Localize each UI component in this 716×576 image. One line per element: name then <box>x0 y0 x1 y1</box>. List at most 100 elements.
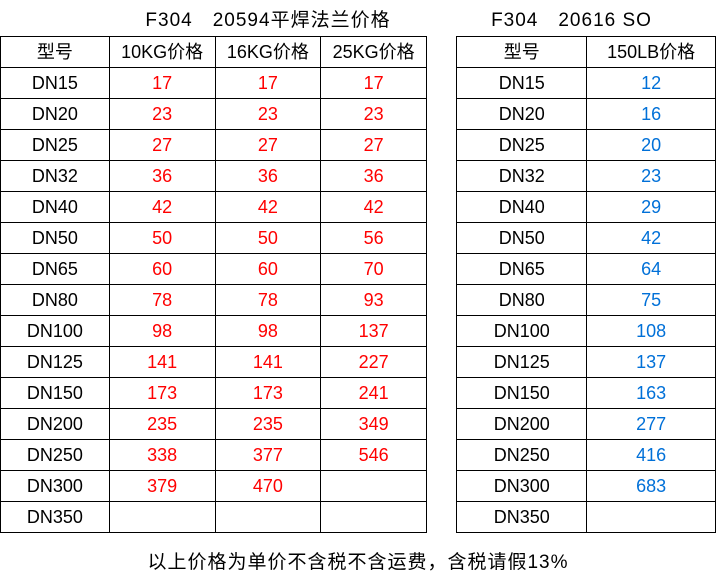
cell-model: DN50 <box>1 223 110 254</box>
cell-150lb: 277 <box>587 409 716 440</box>
table-row: DN80787893 <box>1 285 427 316</box>
cell-model: DN80 <box>1 285 110 316</box>
cell-150lb: 108 <box>587 316 716 347</box>
table-row: DN150173173241 <box>1 378 427 409</box>
table-row: DN32363636 <box>1 161 427 192</box>
cell-16kg: 173 <box>215 378 321 409</box>
cell-10kg: 50 <box>109 223 215 254</box>
table-row: DN6564 <box>427 254 716 285</box>
cell-10kg <box>109 502 215 533</box>
cell-model: DN200 <box>457 409 587 440</box>
table-row: DN40424242 <box>1 192 427 223</box>
cell-model: DN15 <box>1 68 110 99</box>
cell-10kg: 235 <box>109 409 215 440</box>
cell-10kg: 36 <box>109 161 215 192</box>
table-row: DN125141141227 <box>1 347 427 378</box>
cell-model: DN65 <box>1 254 110 285</box>
cell-model: DN100 <box>457 316 587 347</box>
cell-150lb: 64 <box>587 254 716 285</box>
cell-model: DN65 <box>457 254 587 285</box>
table-row: DN300683 <box>427 471 716 502</box>
cell-model: DN125 <box>1 347 110 378</box>
table-row: DN1009898137 <box>1 316 427 347</box>
cell-150lb: 137 <box>587 347 716 378</box>
cell-10kg: 27 <box>109 130 215 161</box>
cell-16kg: 141 <box>215 347 321 378</box>
cell-10kg: 42 <box>109 192 215 223</box>
cell-25kg: 17 <box>321 68 427 99</box>
title-right: F304 20616 SO <box>427 5 716 32</box>
col-header-150lb: 150LB价格 <box>587 37 716 68</box>
price-sheet: F304 20594平焊法兰价格 F304 20616 SO 型号 10KG价格… <box>0 0 716 574</box>
cell-model: DN300 <box>1 471 110 502</box>
table-row: DN100108 <box>427 316 716 347</box>
gap-cell <box>427 68 457 99</box>
table-row: DN5042 <box>427 223 716 254</box>
gap-cell <box>427 471 457 502</box>
cell-16kg: 377 <box>215 440 321 471</box>
cell-model: DN32 <box>457 161 587 192</box>
cell-25kg: 56 <box>321 223 427 254</box>
table-row: DN1512 <box>427 68 716 99</box>
cell-model: DN40 <box>457 192 587 223</box>
table-row: DN300379470 <box>1 471 427 502</box>
right-price-table: 型号 150LB价格 DN1512DN2016DN2520DN3223DN402… <box>427 36 716 533</box>
table-row: DN250416 <box>427 440 716 471</box>
cell-model: DN100 <box>1 316 110 347</box>
title-left: F304 20594平焊法兰价格 <box>109 5 427 32</box>
table-row: DN350 <box>427 502 716 533</box>
gap-cell <box>427 502 457 533</box>
cell-model: DN25 <box>457 130 587 161</box>
col-header-10kg: 10KG价格 <box>109 37 215 68</box>
cell-25kg: 70 <box>321 254 427 285</box>
col-header-25kg: 25KG价格 <box>321 37 427 68</box>
cell-25kg: 42 <box>321 192 427 223</box>
gap-cell <box>427 99 457 130</box>
cell-150lb: 12 <box>587 68 716 99</box>
table-row: DN150163 <box>427 378 716 409</box>
cell-model: DN20 <box>457 99 587 130</box>
cell-model: DN150 <box>457 378 587 409</box>
cell-10kg: 98 <box>109 316 215 347</box>
cell-10kg: 78 <box>109 285 215 316</box>
table-row: DN2016 <box>427 99 716 130</box>
cell-150lb: 42 <box>587 223 716 254</box>
cell-10kg: 141 <box>109 347 215 378</box>
footer-note: 以上价格为单价不含税不含运费，含税请假13% <box>0 533 716 574</box>
cell-model: DN50 <box>457 223 587 254</box>
col-header-16kg: 16KG价格 <box>215 37 321 68</box>
cell-10kg: 60 <box>109 254 215 285</box>
cell-model: DN250 <box>1 440 110 471</box>
cell-16kg: 78 <box>215 285 321 316</box>
cell-model: DN40 <box>1 192 110 223</box>
table-row: DN65606070 <box>1 254 427 285</box>
cell-10kg: 379 <box>109 471 215 502</box>
cell-16kg: 36 <box>215 161 321 192</box>
cell-25kg: 349 <box>321 409 427 440</box>
cell-25kg <box>321 502 427 533</box>
left-price-table: 型号 10KG价格 16KG价格 25KG价格 DN15171717DN2023… <box>0 36 427 533</box>
gap-cell <box>427 378 457 409</box>
cell-25kg: 27 <box>321 130 427 161</box>
gap-cell <box>427 192 457 223</box>
cell-model: DN200 <box>1 409 110 440</box>
cell-150lb: 75 <box>587 285 716 316</box>
table-row: DN20232323 <box>1 99 427 130</box>
cell-150lb: 20 <box>587 130 716 161</box>
cell-16kg: 60 <box>215 254 321 285</box>
table-row: DN350 <box>1 502 427 533</box>
gap-cell <box>427 130 457 161</box>
table-row: DN15171717 <box>1 68 427 99</box>
title-row: F304 20594平焊法兰价格 F304 20616 SO <box>0 0 716 36</box>
cell-model: DN150 <box>1 378 110 409</box>
cell-model: DN80 <box>457 285 587 316</box>
table-row: DN200277 <box>427 409 716 440</box>
table-row: DN50505056 <box>1 223 427 254</box>
cell-150lb <box>587 502 716 533</box>
table-row: DN250338377546 <box>1 440 427 471</box>
table-row: DN125137 <box>427 347 716 378</box>
cell-model: DN32 <box>1 161 110 192</box>
cell-model: DN250 <box>457 440 587 471</box>
cell-model: DN15 <box>457 68 587 99</box>
cell-16kg: 42 <box>215 192 321 223</box>
